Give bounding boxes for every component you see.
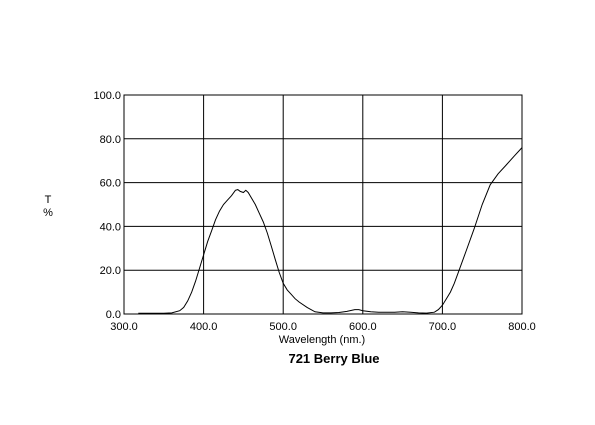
x-tick-label: 500.0 <box>269 321 297 333</box>
y-tick-label: 20.0 <box>100 265 121 277</box>
y-tick-label: 100.0 <box>93 90 121 102</box>
y-tick-label: 40.0 <box>100 221 121 233</box>
y-axis-label-bottom: % <box>43 207 53 219</box>
y-tick-label: 0.0 <box>106 309 121 321</box>
x-axis-label: Wavelength (nm.) <box>279 334 365 346</box>
chart-title: 721 Berry Blue <box>288 351 379 366</box>
plot-area <box>123 94 523 315</box>
x-tick-label: 400.0 <box>190 321 218 333</box>
y-tick-label: 80.0 <box>100 134 121 146</box>
x-tick-label: 800.0 <box>508 321 536 333</box>
grid-lines <box>123 94 523 315</box>
series-line <box>138 147 523 314</box>
x-tick-label: 700.0 <box>429 321 457 333</box>
x-tick-label: 600.0 <box>349 321 377 333</box>
x-tick-label: 300.0 <box>110 321 138 333</box>
tick-labels: 0.0 20.0 40.0 60.0 80.0 100.0 300.0 400.0 500.0 6… <box>93 90 535 333</box>
y-tick-label: 60.0 <box>100 178 121 190</box>
y-axis-label-top: T <box>45 194 52 206</box>
